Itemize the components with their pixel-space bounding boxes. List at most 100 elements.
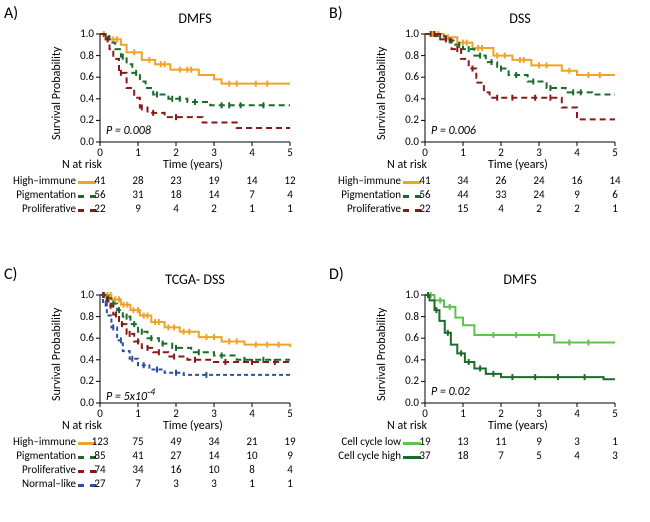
- panel-A-xlabel: Time (years): [163, 158, 223, 172]
- panel-A-risk-proliferative-0: 22: [89, 202, 111, 215]
- panel-C-risk-high-immune-5: 19: [279, 435, 301, 448]
- panel-B-plot: [325, 0, 650, 152]
- panel-B-risk-proliferative-4: 2: [566, 202, 588, 215]
- panel-C-xlabel: Time (years): [163, 419, 223, 433]
- panel-B-risk-proliferative-2: 4: [490, 202, 512, 215]
- panel-C-risk-high-immune-4: 21: [241, 435, 263, 448]
- panel-A-risk-proliferative-3: 2: [203, 202, 225, 215]
- panel-C-risk-pigmentation-0: 85: [89, 449, 111, 462]
- panel-C-legend-high-immune: High–immune: [2, 435, 76, 448]
- panel-C-legend-pigmentation: Pigmentation: [2, 449, 76, 462]
- panel-D-pvalue: P = 0.02: [431, 385, 470, 399]
- panel-B-risk-pigmentation-5: 6: [604, 188, 626, 201]
- panel-D-risk-cc-low-3: 9: [528, 435, 550, 448]
- panel-A-risk-high-immune-0: 41: [89, 174, 111, 187]
- panel-A-risk-pigmentation-2: 18: [165, 188, 187, 201]
- panel-D-risk-cc-high-2: 7: [490, 449, 512, 462]
- panel-B-legend-pigmentation: Pigmentation: [327, 188, 401, 201]
- panel-C-risk-high-immune-0: 123: [89, 435, 111, 448]
- panel-A-risk-pigmentation-3: 14: [203, 188, 225, 201]
- panel-B-line-proliferative: [425, 34, 615, 119]
- panel-C-risk-proliferative-1: 34: [127, 463, 149, 476]
- panel-A-risk-high-immune-2: 23: [165, 174, 187, 187]
- panel-B-risk-proliferative-0: 22: [414, 202, 436, 215]
- panel-D-risk-cc-high-5: 3: [604, 449, 626, 462]
- panel-B-risk-pigmentation-3: 24: [528, 188, 550, 201]
- panel-D-xlabel: Time (years): [488, 419, 548, 433]
- panel-D-risk-header: N at risk: [387, 419, 427, 433]
- panel-C-risk-pigmentation-1: 41: [127, 449, 149, 462]
- panel-D-plot: [325, 261, 650, 413]
- panel-C-risk-high-immune-1: 75: [127, 435, 149, 448]
- panel-B-pvalue: P = 0.006: [431, 124, 476, 138]
- panel-C-risk-high-immune-2: 49: [165, 435, 187, 448]
- panel-A-risk-proliferative-4: 1: [241, 202, 263, 215]
- panel-C-legend-normal-like: Normal–like: [2, 477, 76, 490]
- panel-B-risk-high-immune-5: 14: [604, 174, 626, 187]
- panel-C-risk-proliferative-4: 8: [241, 463, 263, 476]
- panel-A-risk-high-immune-5: 12: [279, 174, 301, 187]
- panel-C-risk-normal-like-2: 3: [165, 477, 187, 490]
- panel-D-risk-cc-high-1: 18: [452, 449, 474, 462]
- panel-B-risk-high-immune-4: 16: [566, 174, 588, 187]
- panel-C-line-normal-like: [100, 295, 290, 375]
- panel-C-risk-proliferative-2: 16: [165, 463, 187, 476]
- panel-B-risk-proliferative-5: 1: [604, 202, 626, 215]
- panel-C-risk-normal-like-0: 27: [89, 477, 111, 490]
- panel-D-risk-cc-low-5: 1: [604, 435, 626, 448]
- panel-A-risk-high-immune-3: 19: [203, 174, 225, 187]
- panel-C-risk-pigmentation-5: 9: [279, 449, 301, 462]
- panel-B-xlabel: Time (years): [488, 158, 548, 172]
- panel-A-risk-high-immune-4: 14: [241, 174, 263, 187]
- panel-A-line-high-immune: [100, 34, 290, 84]
- panel-B-legend-proliferative: Proliferative: [327, 202, 401, 215]
- panel-C-risk-pigmentation-2: 27: [165, 449, 187, 462]
- panel-B-risk-pigmentation-0: 56: [414, 188, 436, 201]
- panel-D-risk-cc-high-3: 5: [528, 449, 550, 462]
- panel-A-risk-proliferative-1: 9: [127, 202, 149, 215]
- panel-B-legend-high-immune: High–immune: [327, 174, 401, 187]
- panel-C-risk-normal-like-3: 3: [203, 477, 225, 490]
- panel-A-legend-proliferative: Proliferative: [2, 202, 76, 215]
- panel-C-risk-proliferative-5: 4: [279, 463, 301, 476]
- panel-A-risk-pigmentation-0: 56: [89, 188, 111, 201]
- panel-C-line-high-immune: [100, 295, 290, 347]
- panel-D-legend-cc-high: Cell cycle high: [327, 449, 401, 462]
- panel-A-risk-header: N at risk: [62, 158, 102, 172]
- panel-C-plot: [0, 261, 325, 413]
- panel-C-legend-proliferative: Proliferative: [2, 463, 76, 476]
- panel-C-risk-proliferative-3: 10: [203, 463, 225, 476]
- panel-B-risk-high-immune-1: 34: [452, 174, 474, 187]
- panel-B-risk-header: N at risk: [387, 158, 427, 172]
- panel-B-risk-high-immune-2: 26: [490, 174, 512, 187]
- panel-C-risk-pigmentation-4: 10: [241, 449, 263, 462]
- panel-D-risk-cc-low-4: 3: [566, 435, 588, 448]
- panel-D-risk-cc-high-0: 37: [414, 449, 436, 462]
- panel-A-risk-pigmentation-5: 4: [279, 188, 301, 201]
- panel-A-risk-pigmentation-4: 7: [241, 188, 263, 201]
- panel-B-risk-pigmentation-2: 33: [490, 188, 512, 201]
- panel-D-risk-cc-low-1: 13: [452, 435, 474, 448]
- panel-B-risk-proliferative-3: 2: [528, 202, 550, 215]
- panel-A-legend-high-immune: High–immune: [2, 174, 76, 187]
- panel-B-risk-proliferative-1: 15: [452, 202, 474, 215]
- panel-A-risk-pigmentation-1: 31: [127, 188, 149, 201]
- panel-A-plot: [0, 0, 325, 152]
- panel-B-risk-high-immune-0: 41: [414, 174, 436, 187]
- panel-C-risk-normal-like-1: 7: [127, 477, 149, 490]
- panel-A-risk-high-immune-1: 28: [127, 174, 149, 187]
- panel-D-risk-cc-low-0: 19: [414, 435, 436, 448]
- panel-B-risk-pigmentation-1: 44: [452, 188, 474, 201]
- panel-C-risk-normal-like-4: 1: [241, 477, 263, 490]
- panel-D-line-cc-low: [425, 295, 615, 343]
- panel-C-risk-high-immune-3: 34: [203, 435, 225, 448]
- panel-D-risk-cc-low-2: 11: [490, 435, 512, 448]
- panel-C-risk-header: N at risk: [62, 419, 102, 433]
- panel-B-risk-pigmentation-4: 9: [566, 188, 588, 201]
- panel-A-risk-proliferative-5: 1: [279, 202, 301, 215]
- panel-B-risk-high-immune-3: 24: [528, 174, 550, 187]
- panel-A-line-proliferative: [100, 34, 290, 128]
- panel-C-risk-proliferative-0: 74: [89, 463, 111, 476]
- panel-A-risk-proliferative-2: 4: [165, 202, 187, 215]
- panel-A-legend-pigmentation: Pigmentation: [2, 188, 76, 201]
